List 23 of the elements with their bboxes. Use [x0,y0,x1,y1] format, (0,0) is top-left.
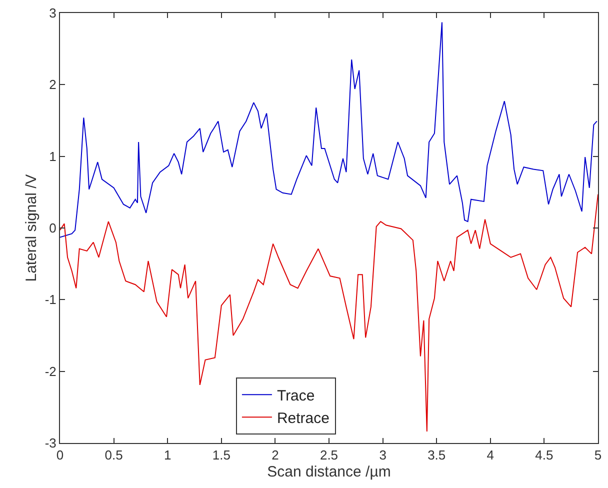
y-tick-label: -1 [44,292,56,308]
x-tick-label: 2.5 [320,448,338,463]
y-tick-label: 3 [49,6,56,21]
y-tick-label: 2 [49,77,56,92]
line-series [60,194,598,432]
y-tick-label: 0 [49,220,56,236]
x-axis-title: Scan distance /µm [267,464,391,481]
x-tick-label: 1.5 [212,448,230,463]
x-tick-label: 4 [486,448,494,463]
y-tick-label: -3 [44,436,56,451]
y-tick-label: 1 [49,148,56,164]
y-axis-title: Lateral signal /V [23,174,40,282]
legend-label: Trace [276,388,315,404]
x-tick-label: 1 [164,448,172,463]
x-tick-label: 4.5 [535,448,554,463]
line-series [60,22,598,238]
x-tick-label: 0.5 [104,448,123,463]
x-tick-label: 5 [594,448,602,463]
y-tick-label: -2 [44,364,56,379]
x-tick-label: 2 [272,448,279,463]
x-tick-label: 3.5 [428,448,446,463]
legend-label: Retrace [276,410,330,427]
x-tick-label: 3 [379,448,386,463]
